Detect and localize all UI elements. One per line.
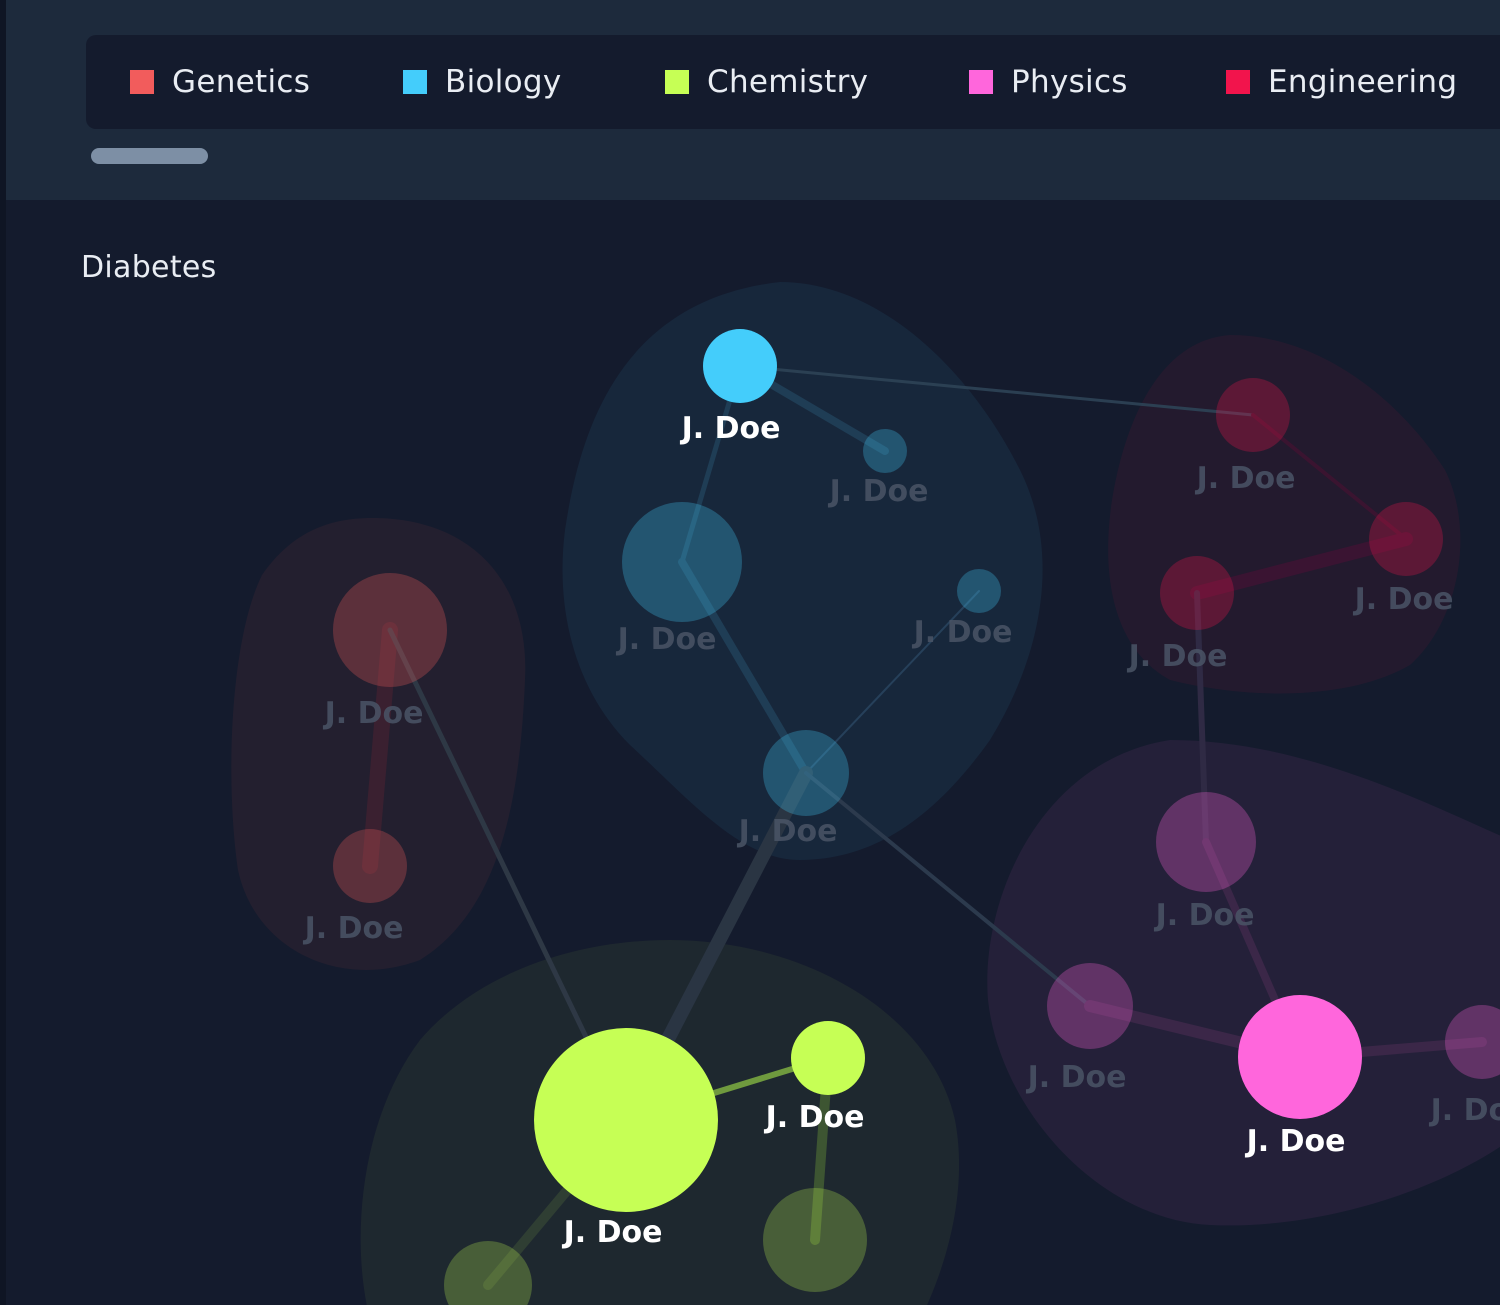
legend-scrollbar-thumb[interactable]	[91, 148, 208, 164]
node-label-c2: J. Doe	[764, 1100, 865, 1135]
node-label-b3: J. Doe	[616, 622, 717, 657]
legend-label-biology: Biology	[445, 64, 562, 100]
node-chemistry-c4[interactable]	[444, 1241, 532, 1305]
node-genetics-g2[interactable]	[333, 829, 407, 903]
node-engineering-e1[interactable]	[1216, 378, 1290, 452]
legend-item-chemistry[interactable]: Chemistry	[665, 35, 868, 129]
window-left-edge	[0, 0, 6, 1305]
node-label-e1: J. Doe	[1195, 461, 1296, 496]
node-label-e3: J. Doe	[1127, 639, 1228, 674]
legend-item-physics[interactable]: Physics	[969, 35, 1128, 129]
node-biology-b4[interactable]	[957, 569, 1001, 613]
node-engineering-e3[interactable]	[1160, 556, 1234, 630]
graph-title: Diabetes	[81, 250, 217, 285]
legend-label-engineering: Engineering	[1268, 64, 1458, 100]
engineering-swatch-icon	[1226, 70, 1250, 94]
cluster-biology	[562, 282, 1043, 860]
genetics-swatch-icon	[130, 70, 154, 94]
edge-e2-e3	[1190, 532, 1413, 600]
node-label-b2: J. Doe	[828, 474, 929, 509]
edge-b1-e1	[738, 364, 1255, 417]
physics-swatch-icon	[969, 70, 993, 94]
biology-swatch-icon	[403, 70, 427, 94]
cluster-physics	[987, 740, 1500, 1226]
node-chemistry-c1[interactable]	[534, 1028, 718, 1212]
node-engineering-e2[interactable]	[1369, 502, 1443, 576]
node-label-g1: J. Doe	[323, 696, 424, 731]
chemistry-swatch-icon	[665, 70, 689, 94]
node-physics-p2[interactable]	[1047, 963, 1133, 1049]
legend-label-chemistry: Chemistry	[707, 64, 869, 100]
legend-bar[interactable]: Genetics Biology Chemistry Physics Engin…	[86, 35, 1500, 129]
node-label-b4: J. Doe	[912, 615, 1013, 650]
node-biology-b3[interactable]	[622, 502, 742, 622]
node-label-b5: J. Doe	[737, 814, 838, 849]
node-layer	[333, 329, 1500, 1305]
node-label-p4: J. Doe	[1429, 1093, 1500, 1128]
node-biology-b5[interactable]	[763, 730, 849, 816]
edge-b4-b5	[805, 590, 980, 774]
label-layer: J. Doe J. Doe J. Doe J. Doe J. Doe J. Doe J. D…	[303, 411, 1500, 1250]
node-label-p3: J. Doe	[1245, 1124, 1346, 1159]
edge-b5-p2	[804, 771, 1092, 1008]
legend-item-engineering[interactable]: Engineering	[1226, 35, 1457, 129]
node-label-c1: J. Doe	[562, 1215, 663, 1250]
legend-label-genetics: Genetics	[172, 64, 311, 100]
node-label-p2: J. Doe	[1026, 1060, 1127, 1095]
node-genetics-g1[interactable]	[333, 573, 447, 687]
node-biology-b2[interactable]	[863, 429, 907, 473]
legend-label-physics: Physics	[1011, 64, 1128, 100]
node-physics-p3[interactable]	[1238, 995, 1362, 1119]
edge-e1-e2	[1251, 413, 1408, 541]
node-physics-p4[interactable]	[1445, 1005, 1500, 1079]
node-chemistry-c2[interactable]	[791, 1021, 865, 1095]
node-physics-p1[interactable]	[1156, 792, 1256, 892]
node-label-e2: J. Doe	[1353, 582, 1454, 617]
legend-header: Genetics Biology Chemistry Physics Engin…	[6, 0, 1500, 200]
edge-b3-b5	[678, 558, 810, 777]
node-biology-b1[interactable]	[703, 329, 777, 403]
node-chemistry-c3[interactable]	[763, 1188, 867, 1292]
node-label-g2: J. Doe	[303, 911, 404, 946]
node-label-p1: J. Doe	[1154, 898, 1255, 933]
edge-g1-g2	[362, 622, 398, 874]
legend-item-genetics[interactable]: Genetics	[130, 35, 310, 129]
edge-e3-p1	[1194, 590, 1209, 845]
node-label-b1: J. Doe	[680, 411, 781, 446]
legend-item-biology[interactable]: Biology	[403, 35, 562, 129]
